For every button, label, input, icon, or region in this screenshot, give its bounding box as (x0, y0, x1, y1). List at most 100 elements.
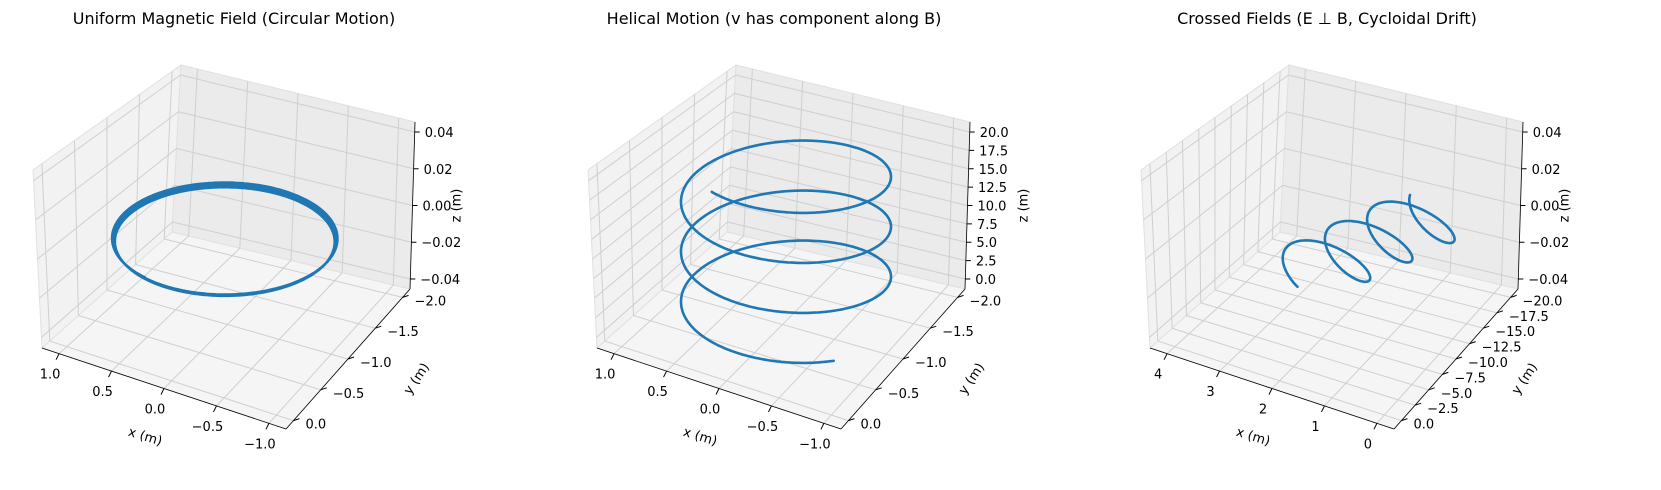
z-tick-label: 5.0 (976, 236, 997, 251)
y-tick-mark (375, 325, 382, 329)
series-line (679, 139, 893, 365)
y-tick-mark (848, 418, 855, 422)
chart-title: Crossed Fields (E ⊥ B, Cycloidal Drift) (1177, 9, 1477, 28)
grid-line-y (78, 315, 321, 391)
y-tick-mark (957, 294, 964, 298)
x-tick-mark (1163, 353, 1168, 360)
grid-line-z (1143, 111, 1287, 221)
y-tick-mark (320, 387, 327, 391)
y-tick-mark (875, 387, 882, 391)
subplot-circular-motion: 1.0 0.5 0.0 −0.5 −1.0 0.0 −0.5 −1.0 −1.5 −2.0 0.04… (32, 9, 465, 452)
grid-line-z (594, 184, 730, 299)
grid-line-z (1280, 221, 1519, 280)
x-tick-label: −0.5 (747, 420, 779, 435)
x-tick-mark (160, 388, 165, 395)
y-tick-mark (1414, 402, 1422, 406)
grid-line-y (1257, 251, 1498, 314)
grid-line-z (729, 184, 967, 243)
grid-line-y (135, 263, 376, 329)
y-tick-label: −12.5 (1482, 341, 1522, 356)
x-tick-mark (768, 405, 772, 413)
chart-title: Helical Motion (v has component along B) (607, 9, 942, 28)
grid-line-z (1149, 221, 1281, 338)
y-tick-label: −2.5 (1427, 402, 1459, 417)
grid-line-z (35, 111, 179, 221)
grid-line-z (734, 92, 970, 151)
grid-line-y (1171, 327, 1416, 406)
grid-line-z (1145, 148, 1285, 260)
grid-line-y (661, 289, 904, 360)
x-axis-label: x (m) (1234, 425, 1272, 449)
x-tick-label: −0.5 (192, 420, 224, 435)
z-tick-label: 0.00 (1531, 200, 1560, 215)
x-tick-label: 1 (1311, 420, 1319, 435)
x-tick-label: 3 (1206, 385, 1214, 400)
grid-line-z (178, 111, 414, 170)
y-axis-label: y (m) (956, 360, 988, 397)
chart-title: Uniform Magnetic Field (Circular Motion) (73, 9, 395, 28)
x-axis-line (41, 347, 287, 430)
x-tick-mark (663, 370, 667, 378)
y-tick-mark (1401, 418, 1408, 422)
z-axis-label: z (m) (1017, 189, 1032, 223)
grid-line-z (731, 148, 968, 206)
z-axis-label: z (m) (1558, 189, 1573, 223)
subplot-crossed-fields: 4 3 2 1 0 0.0−2.5−5.0−7.5−10.0−12.5−15.0−17.5… (1140, 9, 1573, 452)
y-tick-mark (1496, 310, 1504, 314)
x-axis-line (1149, 347, 1395, 430)
grid-line-z (1282, 184, 1520, 243)
x-tick-label: 1.0 (595, 368, 616, 383)
z-axis-line (964, 121, 971, 290)
x-tick-label: 0 (1364, 437, 1372, 452)
y-tick-label: −2.0 (415, 294, 447, 309)
z-tick-label: 0.0 (975, 273, 996, 288)
y-axis-line (1393, 288, 1519, 430)
x-axis-label: x (m) (681, 425, 719, 449)
y-tick-mark (902, 356, 910, 360)
x-tick-mark (55, 353, 60, 360)
z-tick-label: 17.5 (979, 144, 1008, 159)
x-tick-label: −1.0 (244, 437, 276, 452)
series-line (110, 181, 339, 298)
x-tick-mark (108, 370, 112, 378)
grid-line-z (33, 74, 181, 182)
grid-line-z (595, 203, 729, 319)
x-tick-mark (715, 388, 720, 395)
grid-line-z (1288, 74, 1523, 133)
y-tick-label: −1.5 (942, 325, 974, 340)
y-tick-mark (1483, 325, 1490, 329)
z-tick-label: 20.0 (980, 126, 1009, 141)
x-tick-label: 1.0 (40, 368, 61, 383)
grid-line-z (174, 184, 412, 243)
x-tick-label: 4 (1154, 368, 1162, 383)
x-tick-mark (820, 423, 825, 430)
y-tick-mark (293, 418, 300, 422)
grid-line-z (1284, 148, 1521, 206)
z-tick-label: 12.5 (978, 181, 1007, 196)
z-tick-label: 7.5 (977, 218, 998, 233)
y-axis-line (285, 288, 411, 430)
grid-line-z (37, 148, 177, 260)
grid-line-z (172, 221, 411, 280)
y-tick-label: 0.0 (305, 418, 326, 433)
x-tick-mark (265, 423, 270, 430)
grid-line-z (591, 129, 733, 240)
grid-line-z (732, 129, 969, 188)
grid-line-y (690, 263, 931, 329)
z-tick-label: −0.04 (1528, 273, 1568, 288)
x-tick-mark (1373, 423, 1378, 430)
grid-line-y (1272, 238, 1511, 298)
y-tick-label: −7.5 (1454, 371, 1486, 386)
grid-line-z (1286, 111, 1522, 170)
grid-line-z (180, 74, 415, 133)
y-axis-line (840, 288, 966, 430)
x-tick-mark (1216, 370, 1220, 378)
grid-line-y (106, 289, 349, 360)
x-axis-line (596, 347, 842, 430)
y-tick-mark (402, 294, 409, 298)
y-tick-label: −1.0 (360, 356, 392, 371)
grid-line-z (728, 203, 966, 262)
y-tick-label: −1.5 (387, 325, 419, 340)
grid-line-y (1157, 340, 1402, 422)
